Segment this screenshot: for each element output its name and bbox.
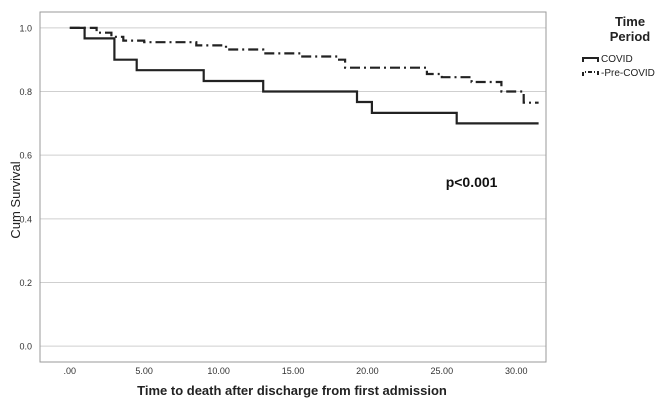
- p-value-annotation: p<0.001: [446, 174, 498, 190]
- legend-label: COVID: [601, 54, 633, 65]
- legend: Time Period COVID -Pre-COVID: [582, 14, 655, 79]
- x-axis-label: Time to death after discharge from first…: [137, 383, 447, 398]
- legend-title: Time Period: [610, 14, 651, 44]
- y-tick-label: 0.4: [19, 214, 32, 224]
- series-layer: [69, 26, 539, 125]
- y-tick-label: 1.0: [19, 23, 32, 33]
- y-tick-label: 0.0: [19, 342, 32, 352]
- x-tick-label: 25.00: [431, 366, 454, 376]
- y-tick-label: 0.2: [19, 278, 32, 288]
- x-tick-label: 15.00: [282, 366, 305, 376]
- x-tick-label: 5.00: [135, 366, 153, 376]
- legend-items: COVID -Pre-COVID: [582, 54, 655, 79]
- series-line-covid: [69, 26, 539, 125]
- plot-frame: [39, 11, 547, 363]
- legend-swatch: [582, 57, 599, 62]
- x-tick-label: 10.00: [207, 366, 230, 376]
- y-axis-label: Cum Survival: [8, 161, 23, 238]
- y-tick-label: 0.8: [19, 87, 32, 97]
- series-line-pre-covid: [69, 26, 539, 104]
- legend-swatch: [582, 71, 599, 76]
- x-tick-label: 20.00: [356, 366, 379, 376]
- x-tick-label: 30.00: [505, 366, 528, 376]
- legend-label: -Pre-COVID: [601, 68, 655, 79]
- y-tick-labels: 0.0 0.2 0.4 0.6 0.8 1.0: [19, 23, 32, 351]
- y-tick-label: 0.6: [19, 151, 32, 161]
- x-tick-labels: .00 5.00 10.00 15.00 20.00 25.00 30.00: [64, 366, 528, 376]
- x-tick-label: .00: [64, 366, 77, 376]
